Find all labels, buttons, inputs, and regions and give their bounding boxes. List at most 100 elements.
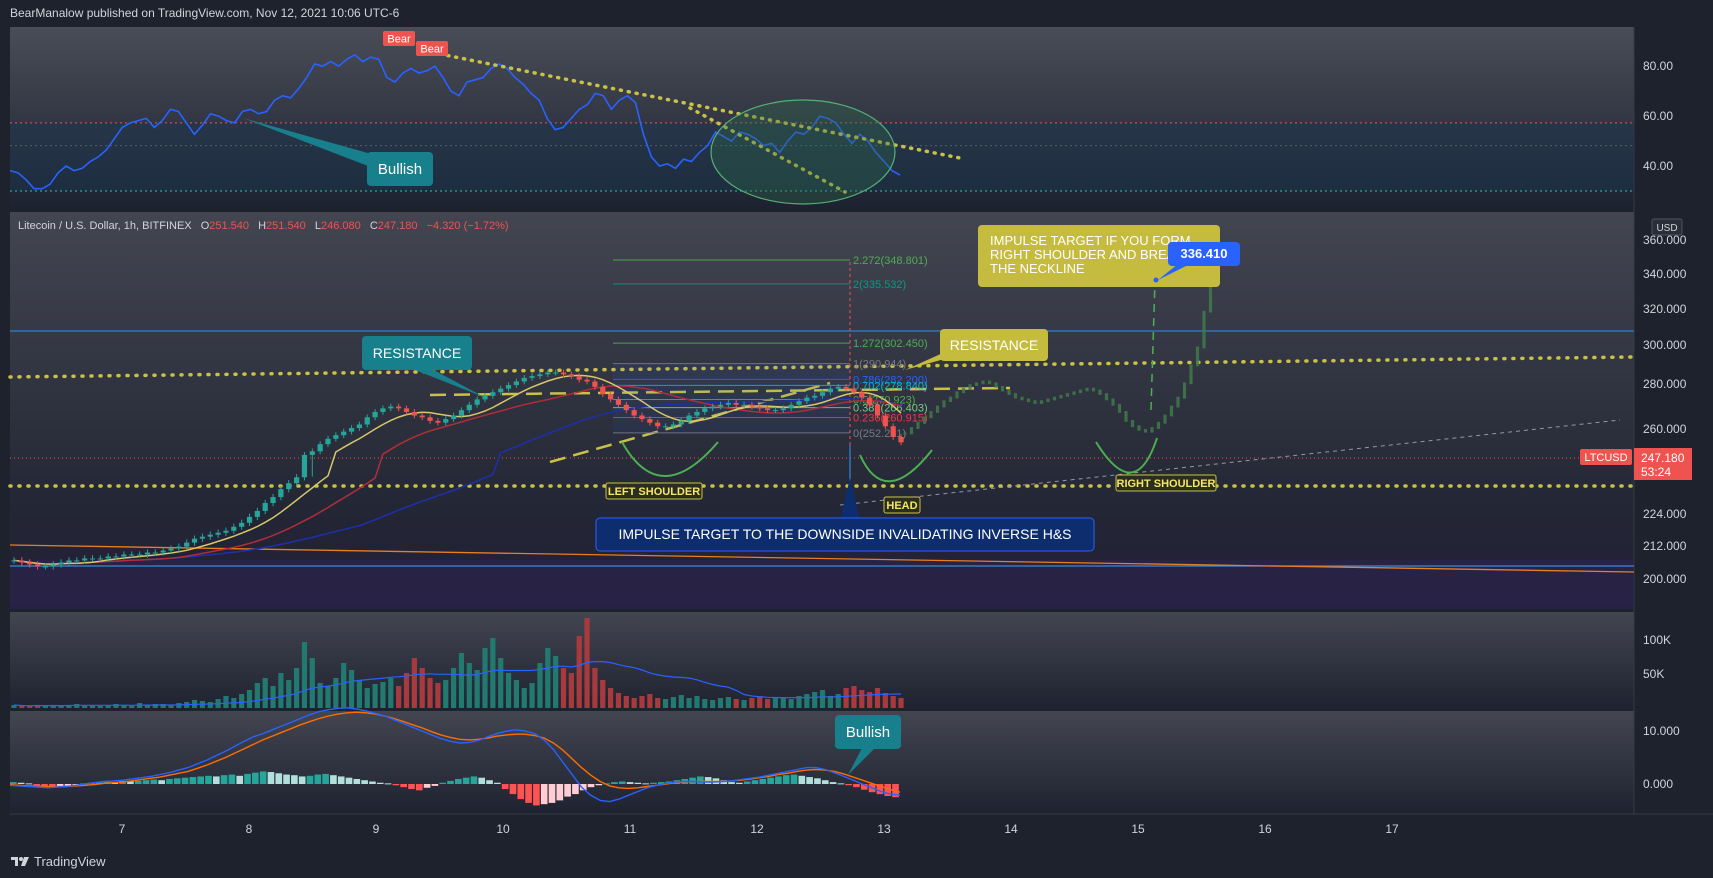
macd-tick-label: 0.000 (1643, 777, 1673, 791)
macd-histogram-bar (298, 776, 306, 784)
volume-bar (694, 696, 700, 708)
volume-bar (246, 690, 253, 708)
macd-histogram-bar (400, 784, 407, 788)
lower-purple-band (10, 560, 1634, 609)
macd-histogram-bar (618, 781, 626, 784)
macd-histogram-bar (579, 784, 587, 791)
volume-bar (505, 673, 512, 708)
volume-bar (890, 696, 896, 708)
macd-histogram-bar (134, 780, 142, 784)
projection-candle (935, 405, 940, 413)
macd-histogram-bar (228, 774, 236, 784)
macd-histogram-bar (423, 784, 431, 788)
macd-histogram-bar (41, 784, 48, 786)
macd-bullish-callout (835, 715, 901, 749)
candle-body (639, 415, 645, 420)
volume-bar (819, 690, 826, 708)
volume-bar (568, 673, 574, 708)
macd-histogram-bar (533, 784, 540, 806)
macd-histogram-bar (197, 776, 205, 784)
volume-bar (435, 683, 441, 708)
time-tick-label: 7 (119, 822, 126, 836)
macd-histogram-bar (10, 782, 17, 784)
footer[interactable]: TradingView (10, 852, 106, 870)
projection-candle (1013, 393, 1018, 399)
candle-body (545, 372, 551, 375)
macd-bullish-callout-tail (848, 748, 875, 775)
volume-bar (576, 636, 582, 708)
candle-body (427, 417, 433, 421)
candle-body (874, 404, 881, 416)
rsi-bullish-callout-text: Bullish (378, 161, 422, 178)
candle-body (199, 536, 205, 539)
macd-histogram-bar (150, 779, 158, 784)
macd-histogram-bar (860, 784, 868, 790)
candle-body (827, 388, 833, 393)
projection-candle (1208, 282, 1213, 313)
high-label: H (258, 220, 266, 232)
candle-body (144, 552, 151, 555)
time-tick-label: 8 (246, 822, 253, 836)
candle-body (647, 419, 653, 423)
candle-body (333, 435, 339, 439)
volume-bar (843, 688, 849, 708)
volume-bar (765, 699, 771, 708)
low-value: 246.080 (321, 220, 361, 232)
candle-body (50, 564, 56, 567)
macd-histogram-bar (142, 780, 150, 784)
time-tick-label: 9 (373, 822, 380, 836)
volume-bar (364, 688, 370, 708)
projection-candle (922, 416, 927, 424)
candle-body (553, 372, 559, 374)
rsi-tick-label: 40.00 (1643, 159, 1673, 173)
volume-tick-label: 50K (1643, 667, 1664, 681)
candle-body (466, 404, 472, 411)
candle-body (662, 426, 669, 428)
projection-candle (1117, 403, 1122, 413)
left-shoulder-tag-text: LEFT SHOULDER (608, 486, 700, 498)
rsi-layer (9, 52, 1634, 205)
macd-histogram-bar (837, 783, 845, 785)
volume-bar (356, 680, 362, 708)
volume-bar (348, 670, 355, 708)
volume-bar (827, 696, 833, 708)
right-shoulder-tag-text: RIGHT SHOULDER (1117, 478, 1216, 490)
resistance-callout-left (362, 336, 472, 370)
symbol-legend: Litecoin / U.S. Dollar, 1h, BITFINEX O25… (18, 220, 509, 232)
time-tick-label: 17 (1385, 822, 1399, 836)
projection-candle (909, 427, 914, 435)
volume-bar (560, 668, 567, 708)
macd-histogram-bar (611, 782, 618, 784)
ticker-badge (1580, 449, 1632, 465)
impulse-target-line: RIGHT SHOULDER AND BREAK (990, 247, 1184, 262)
resistance-callout-left-text: RESISTANCE (373, 345, 461, 361)
candle-body (749, 404, 755, 407)
footer-brand: TradingView (34, 853, 106, 869)
rsi-trendline-lower (688, 106, 847, 194)
currency-button[interactable]: USD (1651, 218, 1683, 236)
macd-histogram-bar (205, 775, 212, 784)
candle-body (294, 477, 300, 484)
neckline-dashed (429, 386, 1011, 397)
volume-bar (11, 705, 17, 708)
projection-candle (1104, 393, 1109, 401)
candle-body (380, 408, 386, 412)
time-tick-label: 10 (496, 822, 510, 836)
volume-bar (458, 653, 465, 708)
volume-bar (113, 704, 119, 708)
orange-long-trend (9, 544, 1635, 573)
price-tick-label: 300.000 (1643, 338, 1687, 352)
resistance-callout-right (940, 329, 1048, 361)
rsi-trendline-upper (438, 52, 962, 160)
last-price-badge (1634, 448, 1692, 480)
volume-bar (380, 682, 386, 708)
last-price-label: 247.180 (1641, 451, 1685, 465)
macd-histogram-bar (821, 780, 829, 784)
resistance-dots-line (8, 355, 1636, 379)
macd-histogram-bar (181, 777, 189, 784)
projection-candle (1098, 389, 1102, 395)
candle-body (34, 564, 41, 567)
ticker-label: LTCUSD (1584, 452, 1627, 464)
macd-histogram-bar (501, 784, 509, 790)
